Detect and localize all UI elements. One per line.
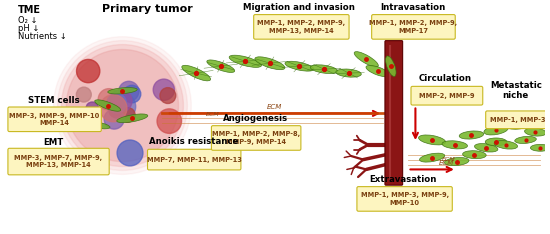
Ellipse shape <box>494 141 518 149</box>
Text: pH ↓: pH ↓ <box>18 24 40 33</box>
Circle shape <box>67 50 179 161</box>
Text: MMP-1, MMP-2, MMP-9,
MMP-17: MMP-1, MMP-2, MMP-9, MMP-17 <box>370 20 458 34</box>
Text: MMP-1, MMP-2, MMP-9,
MMP-13, MMP-14: MMP-1, MMP-2, MMP-9, MMP-13, MMP-14 <box>257 20 345 34</box>
FancyBboxPatch shape <box>147 149 241 170</box>
FancyBboxPatch shape <box>254 15 349 39</box>
Ellipse shape <box>515 136 536 143</box>
Text: Extravasation: Extravasation <box>369 175 436 184</box>
FancyBboxPatch shape <box>372 15 455 39</box>
Ellipse shape <box>285 61 314 71</box>
Circle shape <box>123 85 141 103</box>
Ellipse shape <box>108 88 137 94</box>
Ellipse shape <box>336 69 361 77</box>
Text: Migration and invasion: Migration and invasion <box>244 3 355 12</box>
Circle shape <box>86 102 98 114</box>
Circle shape <box>109 90 132 112</box>
Text: MMP-1, MMP-3: MMP-1, MMP-3 <box>490 117 546 123</box>
Text: STEM cells: STEM cells <box>28 96 79 105</box>
Circle shape <box>54 37 191 174</box>
Text: Nutrients ↓: Nutrients ↓ <box>18 32 67 41</box>
Ellipse shape <box>419 135 446 145</box>
FancyBboxPatch shape <box>8 107 101 132</box>
Text: Primary tumor: Primary tumor <box>102 4 192 14</box>
Text: MMP-3, MMP-9, MMP-10
MMP-14: MMP-3, MMP-9, MMP-10 MMP-14 <box>9 113 100 126</box>
Circle shape <box>117 140 143 166</box>
Text: ECM: ECM <box>267 105 283 110</box>
Text: ECM: ECM <box>442 157 456 162</box>
Ellipse shape <box>117 114 148 123</box>
Circle shape <box>109 93 136 120</box>
Circle shape <box>100 95 127 122</box>
Ellipse shape <box>463 151 486 159</box>
Ellipse shape <box>444 157 469 166</box>
Circle shape <box>157 109 182 133</box>
Circle shape <box>107 93 126 113</box>
Text: Metastatic
niche: Metastatic niche <box>490 81 542 100</box>
FancyBboxPatch shape <box>385 41 403 185</box>
Ellipse shape <box>525 128 546 136</box>
Ellipse shape <box>475 144 498 152</box>
Ellipse shape <box>86 122 110 129</box>
Circle shape <box>160 88 176 103</box>
Ellipse shape <box>530 144 550 151</box>
Ellipse shape <box>366 65 390 77</box>
FancyBboxPatch shape <box>486 111 549 129</box>
Circle shape <box>98 89 119 110</box>
FancyBboxPatch shape <box>357 187 452 211</box>
Ellipse shape <box>386 56 396 77</box>
Circle shape <box>119 81 139 101</box>
Ellipse shape <box>506 121 530 129</box>
Ellipse shape <box>420 153 445 162</box>
Circle shape <box>76 59 100 83</box>
Ellipse shape <box>485 138 507 146</box>
Text: MMP-1, MMP-2, MMP-8,
MMP-9, MMP-14: MMP-1, MMP-2, MMP-8, MMP-9, MMP-14 <box>212 131 300 145</box>
FancyBboxPatch shape <box>8 148 109 175</box>
Circle shape <box>120 108 135 122</box>
Ellipse shape <box>442 141 468 149</box>
Ellipse shape <box>484 125 508 135</box>
Ellipse shape <box>207 60 235 73</box>
Text: ECM: ECM <box>439 160 454 165</box>
Text: ECM: ECM <box>206 112 220 117</box>
Ellipse shape <box>182 65 211 81</box>
Ellipse shape <box>255 57 285 70</box>
Text: O₂ ↓: O₂ ↓ <box>18 16 38 26</box>
Text: Angiogenesis: Angiogenesis <box>223 114 288 123</box>
Text: EMT: EMT <box>43 138 64 147</box>
Ellipse shape <box>354 52 378 67</box>
Ellipse shape <box>95 100 120 111</box>
Ellipse shape <box>310 65 338 73</box>
Ellipse shape <box>229 55 261 67</box>
Text: Circulation: Circulation <box>419 74 471 84</box>
Circle shape <box>109 105 122 117</box>
Circle shape <box>109 103 123 117</box>
Ellipse shape <box>459 131 483 139</box>
Text: Intravasation: Intravasation <box>380 3 445 12</box>
Circle shape <box>76 87 91 102</box>
Text: TME: TME <box>18 5 41 15</box>
Circle shape <box>104 109 124 129</box>
Circle shape <box>153 79 174 100</box>
Text: MMP-2, MMP-9: MMP-2, MMP-9 <box>419 93 475 99</box>
Circle shape <box>62 44 183 166</box>
Text: MMP-1, MMP-3, MMP-9,
MMP-10: MMP-1, MMP-3, MMP-9, MMP-10 <box>361 192 449 206</box>
Text: MMP-7, MMP-11, MMP-13: MMP-7, MMP-11, MMP-13 <box>147 157 241 163</box>
Text: Anoikis resistance: Anoikis resistance <box>148 137 238 146</box>
Circle shape <box>58 41 188 170</box>
FancyBboxPatch shape <box>211 126 301 150</box>
Text: MMP-3, MMP-7, MMP-9,
MMP-13, MMP-14: MMP-3, MMP-7, MMP-9, MMP-13, MMP-14 <box>14 155 103 168</box>
FancyBboxPatch shape <box>411 86 483 105</box>
